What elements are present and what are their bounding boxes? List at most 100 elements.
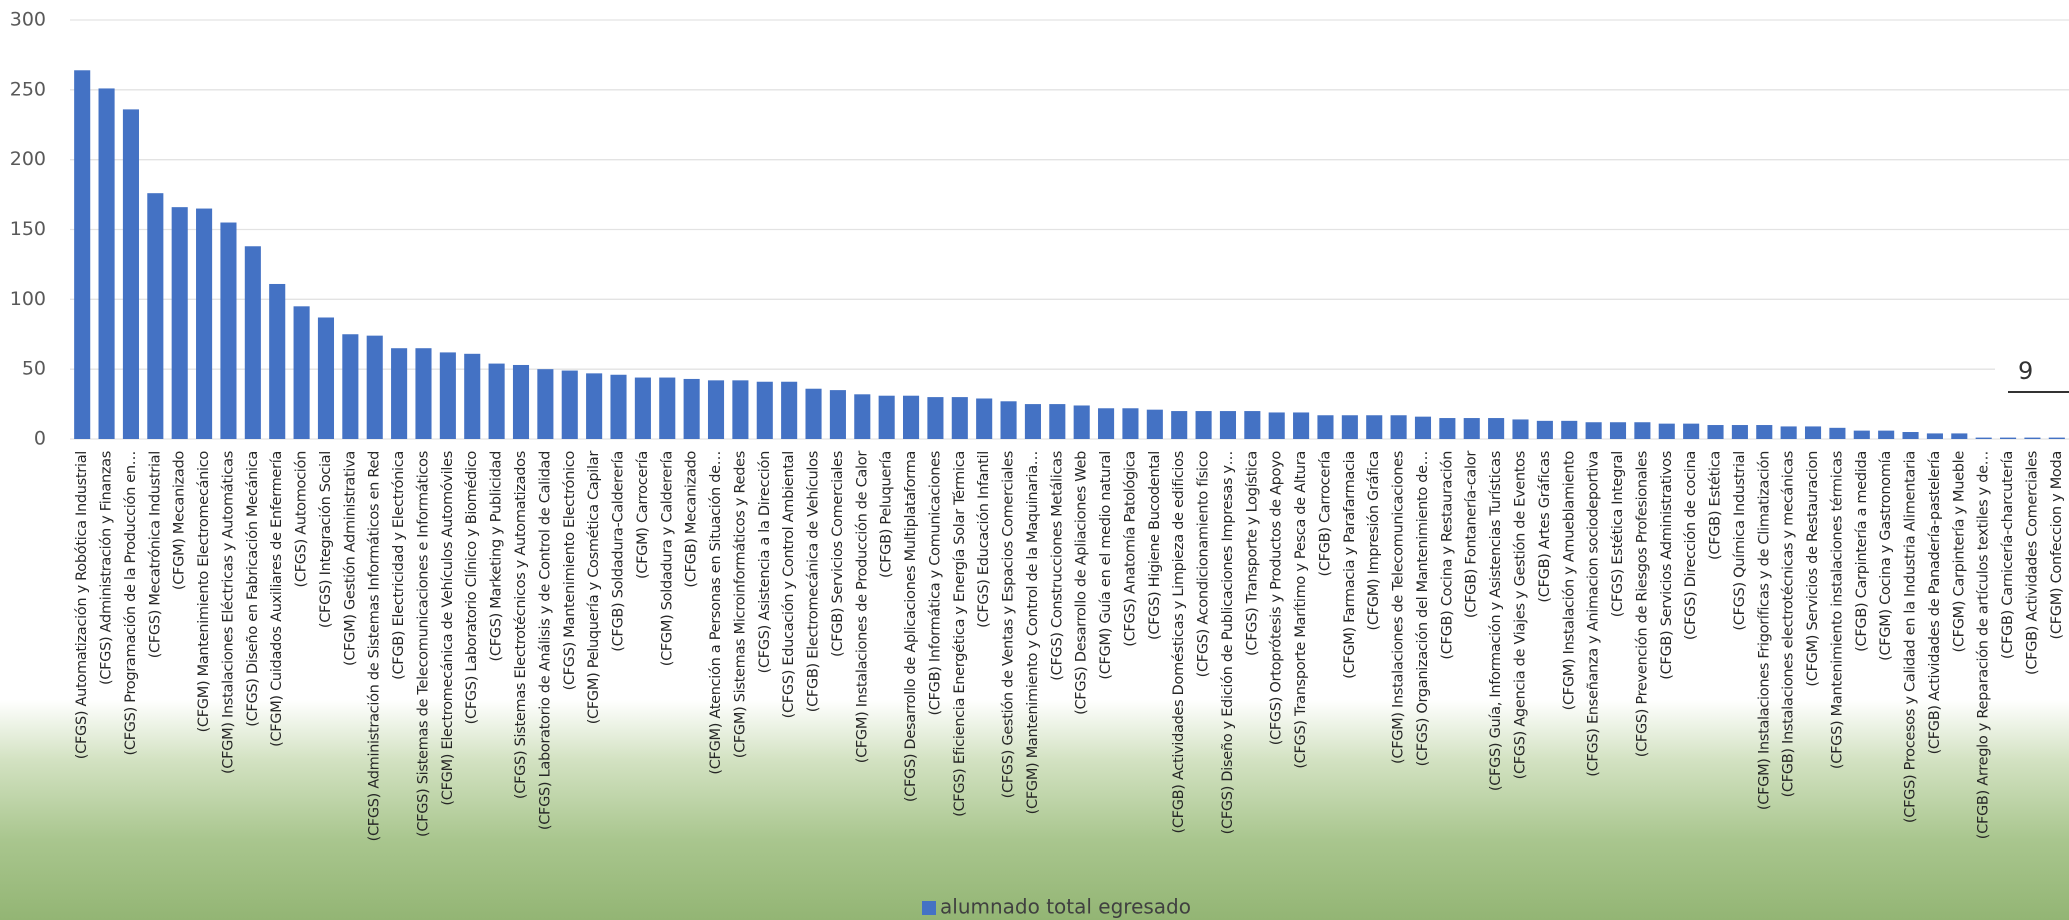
x-tick-label: (CFGB) Electromecánica de Vehículos [806, 451, 822, 712]
x-tick-label: (CFGM) Guía en el medio natural [1098, 451, 1114, 680]
bar [1244, 411, 1261, 439]
bar [1658, 423, 1675, 439]
bar [1512, 419, 1529, 439]
bar [1804, 426, 1822, 439]
x-tick-label: (CFGM) Confeccion y Moda [2049, 451, 2065, 639]
x-tick-label: (CFGS) Agencia de Viajes y Gestión de Ev… [1512, 451, 1528, 779]
x-tick-label: (CFGM) Mantenimiento Electromecánico [196, 451, 212, 733]
y-tick-label: 300 [10, 9, 46, 31]
x-tick-label: (CFGB) Mecanizado [684, 451, 700, 588]
bar [732, 380, 749, 439]
bar [366, 335, 383, 439]
x-tick-label: (CFGM) Peluquería y Cosmética Capilar [586, 451, 602, 725]
bar [1536, 420, 1553, 439]
x-tick-label: (CFGM) Instalaciones Eléctricas y Automá… [220, 451, 236, 774]
bar [1634, 422, 1651, 439]
bar [98, 88, 115, 439]
legend-swatch [922, 901, 936, 915]
bar [1683, 423, 1700, 439]
x-tick-label: (CFGM) Cocina y Gastronomía [1878, 451, 1894, 661]
y-tick-label: 100 [10, 288, 46, 310]
bar [537, 369, 554, 439]
bar [317, 317, 335, 439]
bar [2000, 437, 2017, 439]
bar [1609, 422, 1627, 439]
x-tick-label: (CFGS) Estética Integral [1610, 451, 1626, 617]
x-tick-label: (CFGS) Transporte y Logística [1244, 451, 1260, 656]
x-tick-label: (CFGB) Carpintería a medida [1854, 451, 1870, 652]
bar [342, 334, 359, 439]
bar [1975, 437, 1992, 439]
bar [1317, 415, 1334, 439]
tooltip-box [1995, 343, 2069, 412]
bar [1878, 430, 1895, 439]
bar [488, 363, 505, 439]
x-tick-label: (CFGS) Educación y Control Ambiental [781, 451, 797, 718]
y-tick-label: 250 [10, 78, 46, 100]
bar [659, 377, 676, 439]
bar [1049, 404, 1066, 439]
x-tick-label: (CFGM) Instalaciones de Telecomunicacion… [1391, 451, 1407, 764]
x-tick-label: (CFGS) Laboratorio de Análisis y de Cont… [537, 451, 553, 830]
x-tick-label: (CFGM) Carrocería [635, 451, 651, 579]
bar [1268, 412, 1285, 439]
bar [464, 353, 481, 439]
x-tick-label: (CFGS) Laboratorio Clínico y Biomédico [464, 451, 480, 725]
bar [1122, 408, 1139, 439]
x-tick-label: (CFGS) Prevención de Riesgos Profesional… [1634, 451, 1650, 757]
bar [1707, 425, 1724, 439]
x-tick-label: (CFGS) Ortoprótesis y Productos de Apoyo [1269, 451, 1285, 746]
x-tick-label: (CFGS) Mantenimiento instalaciones térmi… [1829, 451, 1845, 769]
bar [1902, 432, 1919, 439]
bar [1488, 418, 1505, 439]
bar [1171, 411, 1188, 439]
bar [1853, 430, 1870, 439]
bar [1366, 415, 1383, 439]
bar [781, 381, 798, 439]
bar [1146, 409, 1163, 439]
bar [1585, 422, 1602, 439]
bar [1951, 433, 1968, 439]
x-tick-label: (CFGS) Transporte Marítimo y Pesca de Al… [1293, 451, 1309, 769]
x-tick-label: (CFGS) Higiene Bucodental [1147, 451, 1163, 640]
x-tick-label: (CFGS) Eficiencia Energética y Energía S… [952, 451, 968, 817]
x-tick-label: (CFGS) Desarrollo de Aplicaciones Multip… [903, 451, 919, 802]
x-tick-label: (CFGM) Instalaciones de Producción de Ca… [854, 451, 870, 764]
bar [854, 394, 871, 439]
bar [1098, 408, 1115, 439]
bar [147, 193, 164, 439]
x-tick-label: (CFGS) Educación Infantil [976, 451, 992, 628]
x-tick-label: (CFGS) Programación de la Producción en… [123, 451, 139, 755]
x-tick-label: (CFGS) Mantenimiento Electrónico [562, 451, 578, 691]
x-tick-label: (CFGM) Carpintería y Mueble [1951, 451, 1967, 653]
x-tick-label: (CFGS) Acondicionamiento físico [1196, 451, 1212, 678]
x-tick-label: (CFGS) Diseño en Fabricación Mecánica [245, 451, 261, 727]
x-tick-label: (CFGM) Impresión Gráfica [1366, 451, 1382, 630]
bar [1024, 404, 1041, 439]
bar [244, 246, 261, 439]
x-tick-label: (CFGB) Peluquería [879, 451, 895, 578]
bar [196, 208, 213, 439]
bar [1390, 415, 1407, 439]
y-tick-label: 0 [34, 428, 46, 450]
bar [1756, 425, 1773, 439]
bar [2048, 437, 2065, 439]
x-tick-label: (CFGS) Sistemas Electrotécnicos y Automa… [513, 451, 529, 799]
bar [293, 306, 310, 439]
bar [976, 398, 993, 439]
x-tick-label: (CFGM) Cuidados Auxiliares de Enfermería [269, 451, 285, 747]
bar [1195, 411, 1212, 439]
x-tick-label: (CFGS) Automoción [294, 451, 310, 587]
x-tick-label: (CFGM) Atención a Personas en Situación … [708, 451, 724, 775]
x-tick-label: (CFGS) Mecatrónica Industrial [147, 451, 163, 658]
y-tick-label: 50 [22, 358, 46, 380]
bar [561, 370, 578, 439]
x-tick-label: (CFGM) Instalaciones Frigoríficas y de C… [1756, 451, 1772, 810]
bar [610, 374, 627, 439]
x-tick-label: (CFGS) Enseñanza y Animacion sociodeport… [1586, 451, 1602, 777]
bar [1780, 426, 1797, 439]
bar [1293, 412, 1310, 439]
bar [756, 381, 773, 439]
